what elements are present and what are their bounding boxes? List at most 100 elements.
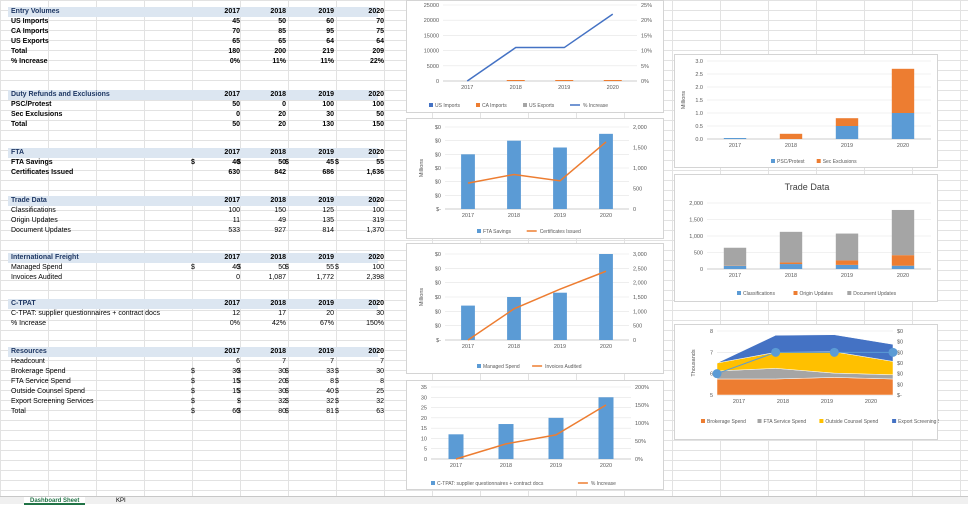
cell-value[interactable]: 17 (246, 309, 286, 319)
cell-value[interactable]: 319 (344, 216, 384, 226)
cell-value[interactable]: 130 (294, 120, 334, 130)
cell-value[interactable]: 40 (294, 387, 334, 397)
cell-value[interactable]: 49 (246, 216, 286, 226)
cell-value[interactable]: 0 (200, 273, 240, 283)
cell-value[interactable]: 100 (294, 100, 334, 110)
cell-value[interactable]: 30 (294, 110, 334, 120)
cell-value[interactable]: 11 (200, 216, 240, 226)
row-label[interactable]: Brokerage Spend (11, 367, 65, 377)
cell-value[interactable]: 60 (200, 407, 240, 417)
row-label[interactable]: C-TPAT: supplier questionnaires + contra… (11, 309, 160, 319)
row-label[interactable]: % Increase (11, 319, 46, 329)
cell-value[interactable]: 30 (200, 367, 240, 377)
row-label[interactable]: Headcount (11, 357, 45, 367)
cell-value[interactable]: 45 (200, 17, 240, 27)
row-label[interactable]: Managed Spend (11, 263, 62, 273)
cell-value[interactable]: - (200, 397, 240, 407)
cell-value[interactable]: 81 (294, 407, 334, 417)
cell-value[interactable]: 150 (344, 120, 384, 130)
cell-value[interactable]: 1,772 (294, 273, 334, 283)
cell-value[interactable]: 42% (246, 319, 286, 329)
cell-value[interactable]: 12 (200, 309, 240, 319)
cell-value[interactable]: 814 (294, 226, 334, 236)
cell-value[interactable]: 125 (294, 206, 334, 216)
cell-value[interactable]: 1,087 (246, 273, 286, 283)
cell-value[interactable]: 11% (294, 57, 334, 67)
cell-value[interactable]: 32 (344, 397, 384, 407)
cell-value[interactable]: 0 (246, 100, 286, 110)
row-label[interactable]: Classifications (11, 206, 56, 216)
cell-value[interactable]: 219 (294, 47, 334, 57)
row-label[interactable]: Total (11, 47, 27, 57)
cell-value[interactable]: 64 (344, 37, 384, 47)
cell-value[interactable]: 6 (200, 357, 240, 367)
cell-value[interactable]: 100 (344, 263, 384, 273)
cell-value[interactable]: 67% (294, 319, 334, 329)
cell-value[interactable]: 0% (200, 57, 240, 67)
cell-value[interactable]: 100 (200, 206, 240, 216)
cell-value[interactable]: 55 (344, 158, 384, 168)
cell-value[interactable]: 630 (200, 168, 240, 178)
cell-value[interactable]: 2,398 (344, 273, 384, 283)
cell-value[interactable]: 50 (246, 158, 286, 168)
cell-value[interactable]: 50 (246, 17, 286, 27)
cell-value[interactable]: 50 (200, 100, 240, 110)
cell-value[interactable]: 0 (200, 110, 240, 120)
row-label[interactable]: US Imports (11, 17, 48, 27)
cell-value[interactable]: 533 (200, 226, 240, 236)
row-label[interactable]: Export Screening Services (11, 397, 93, 407)
cell-value[interactable]: 75 (344, 27, 384, 37)
row-label[interactable]: CA Imports (11, 27, 48, 37)
cell-value[interactable]: 100 (344, 100, 384, 110)
cell-value[interactable]: 686 (294, 168, 334, 178)
cell-value[interactable]: 50 (344, 110, 384, 120)
cell-value[interactable]: 32 (294, 397, 334, 407)
cell-value[interactable]: 20 (246, 377, 286, 387)
cell-value[interactable]: 33 (294, 367, 334, 377)
cell-value[interactable]: 40 (200, 158, 240, 168)
cell-value[interactable]: 95 (294, 27, 334, 37)
cell-value[interactable]: 45 (294, 158, 334, 168)
cell-value[interactable]: 20 (246, 120, 286, 130)
cell-value[interactable]: 50 (246, 263, 286, 273)
row-label[interactable]: FTA Savings (11, 158, 53, 168)
cell-value[interactable]: 80 (246, 407, 286, 417)
row-label[interactable]: Invoices Audited (11, 273, 62, 283)
cell-value[interactable]: 0% (200, 319, 240, 329)
cell-value[interactable]: 60 (294, 17, 334, 27)
cell-value[interactable]: 7 (246, 357, 286, 367)
cell-value[interactable]: 1,636 (344, 168, 384, 178)
row-label[interactable]: Origin Updates (11, 216, 58, 226)
cell-value[interactable]: 8 (294, 377, 334, 387)
row-label[interactable]: Outside Counsel Spend (11, 387, 85, 397)
cell-value[interactable]: 11% (246, 57, 286, 67)
cell-value[interactable]: 65 (246, 37, 286, 47)
cell-value[interactable]: 7 (294, 357, 334, 367)
cell-value[interactable]: 55 (294, 263, 334, 273)
cell-value[interactable]: 100 (344, 206, 384, 216)
cell-value[interactable]: 209 (344, 47, 384, 57)
cell-value[interactable]: 22% (344, 57, 384, 67)
cell-value[interactable]: 1,370 (344, 226, 384, 236)
row-label[interactable]: FTA Service Spend (11, 377, 71, 387)
cell-value[interactable]: 20 (294, 309, 334, 319)
cell-value[interactable]: 30 (246, 387, 286, 397)
row-label[interactable]: Total (11, 407, 26, 417)
row-label[interactable]: Sec Exclusions (11, 110, 62, 120)
cell-value[interactable]: 927 (246, 226, 286, 236)
cell-value[interactable]: 135 (294, 216, 334, 226)
cell-value[interactable]: 63 (344, 407, 384, 417)
cell-value[interactable]: 30 (246, 367, 286, 377)
cell-value[interactable]: 15 (200, 387, 240, 397)
cell-value[interactable]: 15 (200, 377, 240, 387)
cell-value[interactable]: 70 (200, 27, 240, 37)
cell-value[interactable]: 40 (200, 263, 240, 273)
row-label[interactable]: PSC/Protest (11, 100, 51, 110)
